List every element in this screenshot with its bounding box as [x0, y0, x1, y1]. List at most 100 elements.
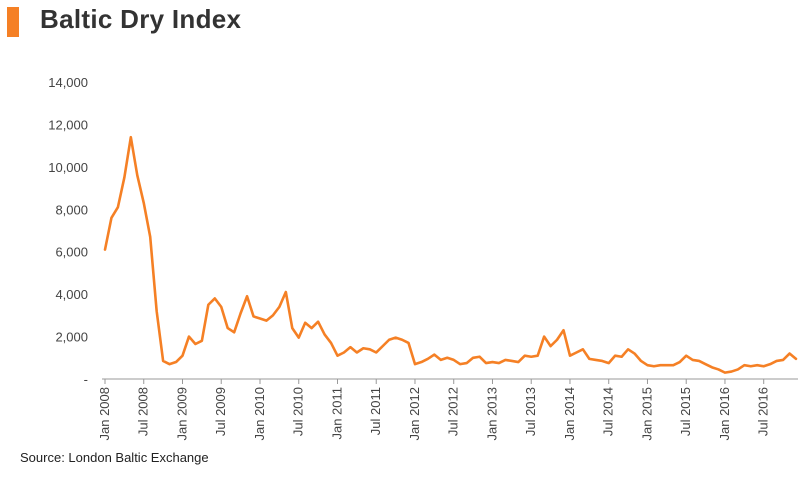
data-point — [672, 364, 674, 366]
x-tick-label: Jul 2012 — [446, 387, 461, 436]
data-point — [427, 358, 429, 360]
data-point — [155, 310, 157, 312]
data-point — [485, 362, 487, 364]
data-point — [175, 361, 177, 363]
data-point — [543, 335, 545, 337]
x-tick-label: Jan 2015 — [639, 387, 654, 441]
data-point — [414, 363, 416, 365]
data-point — [220, 306, 222, 308]
title-accent-bar — [7, 7, 19, 37]
x-tick-label: Jul 2008 — [136, 387, 151, 436]
data-point — [323, 333, 325, 335]
x-tick-label: Jan 2012 — [407, 387, 422, 441]
data-point — [601, 360, 603, 362]
data-point — [685, 354, 687, 356]
data-point — [465, 362, 467, 364]
data-point — [756, 364, 758, 366]
data-point — [698, 360, 700, 362]
data-point — [336, 354, 338, 356]
data-point — [136, 174, 138, 176]
data-point — [310, 327, 312, 329]
x-tick-label: Jan 2010 — [252, 387, 267, 441]
data-point — [265, 319, 267, 321]
data-point — [524, 354, 526, 356]
data-point — [233, 331, 235, 333]
data-point — [239, 312, 241, 314]
data-point — [595, 359, 597, 361]
data-point — [117, 206, 119, 208]
y-tick-label: 6,000 — [55, 245, 88, 260]
data-point — [420, 361, 422, 363]
data-point — [343, 351, 345, 353]
y-tick-label: 8,000 — [55, 202, 88, 217]
data-point — [504, 359, 506, 361]
data-point — [272, 314, 274, 316]
data-point — [440, 359, 442, 361]
data-point — [795, 358, 797, 360]
data-point — [763, 365, 765, 367]
data-point — [646, 364, 648, 366]
data-point — [381, 345, 383, 347]
data-point — [769, 363, 771, 365]
x-tick-label: Jan 2016 — [717, 387, 732, 441]
data-point — [162, 360, 164, 362]
data-point — [614, 354, 616, 356]
data-point — [472, 357, 474, 359]
data-point — [691, 359, 693, 361]
data-point — [575, 351, 577, 353]
x-tick-label: Jul 2009 — [213, 387, 228, 436]
data-point — [711, 366, 713, 368]
data-point — [530, 356, 532, 358]
data-point — [653, 365, 655, 367]
data-point — [394, 336, 396, 338]
data-point — [330, 342, 332, 344]
data-point — [123, 176, 125, 178]
x-tick-label: Jan 2008 — [97, 387, 112, 441]
data-point — [459, 363, 461, 365]
data-point — [743, 364, 745, 366]
data-point — [401, 339, 403, 341]
data-point — [788, 352, 790, 354]
data-point — [246, 295, 248, 297]
data-point — [608, 362, 610, 364]
data-point — [194, 343, 196, 345]
data-point — [362, 347, 364, 349]
data-point — [349, 346, 351, 348]
data-point — [149, 236, 151, 238]
data-point — [130, 136, 132, 138]
data-point — [259, 317, 261, 319]
x-tick-label: Jan 2013 — [484, 387, 499, 441]
data-point — [298, 336, 300, 338]
series-line — [103, 135, 798, 374]
y-tick-label: 2,000 — [55, 330, 88, 345]
y-tick-label: 12,000 — [48, 117, 88, 132]
data-point — [375, 351, 377, 353]
x-tick-label: Jul 2011 — [368, 387, 383, 435]
data-point — [666, 364, 668, 366]
data-point — [549, 345, 551, 347]
data-point — [453, 359, 455, 361]
y-tick-label: 14,000 — [48, 75, 88, 90]
data-point — [582, 348, 584, 350]
y-tick-label: - — [84, 372, 88, 387]
y-tick-label: 4,000 — [55, 287, 88, 302]
data-point — [201, 340, 203, 342]
data-point — [556, 339, 558, 341]
data-point — [659, 364, 661, 366]
data-point — [168, 363, 170, 365]
data-point — [356, 351, 358, 353]
x-tick-label: Jan 2014 — [562, 387, 577, 441]
data-point — [317, 321, 319, 323]
data-point — [433, 353, 435, 355]
data-point — [775, 360, 777, 362]
x-tick-label: Jul 2015 — [678, 387, 693, 436]
data-point — [717, 368, 719, 370]
data-point — [750, 365, 752, 367]
data-point — [291, 327, 293, 329]
data-point — [498, 362, 500, 364]
data-point — [640, 360, 642, 362]
data-point — [104, 248, 106, 250]
data-point — [724, 371, 726, 373]
data-point — [143, 202, 145, 204]
